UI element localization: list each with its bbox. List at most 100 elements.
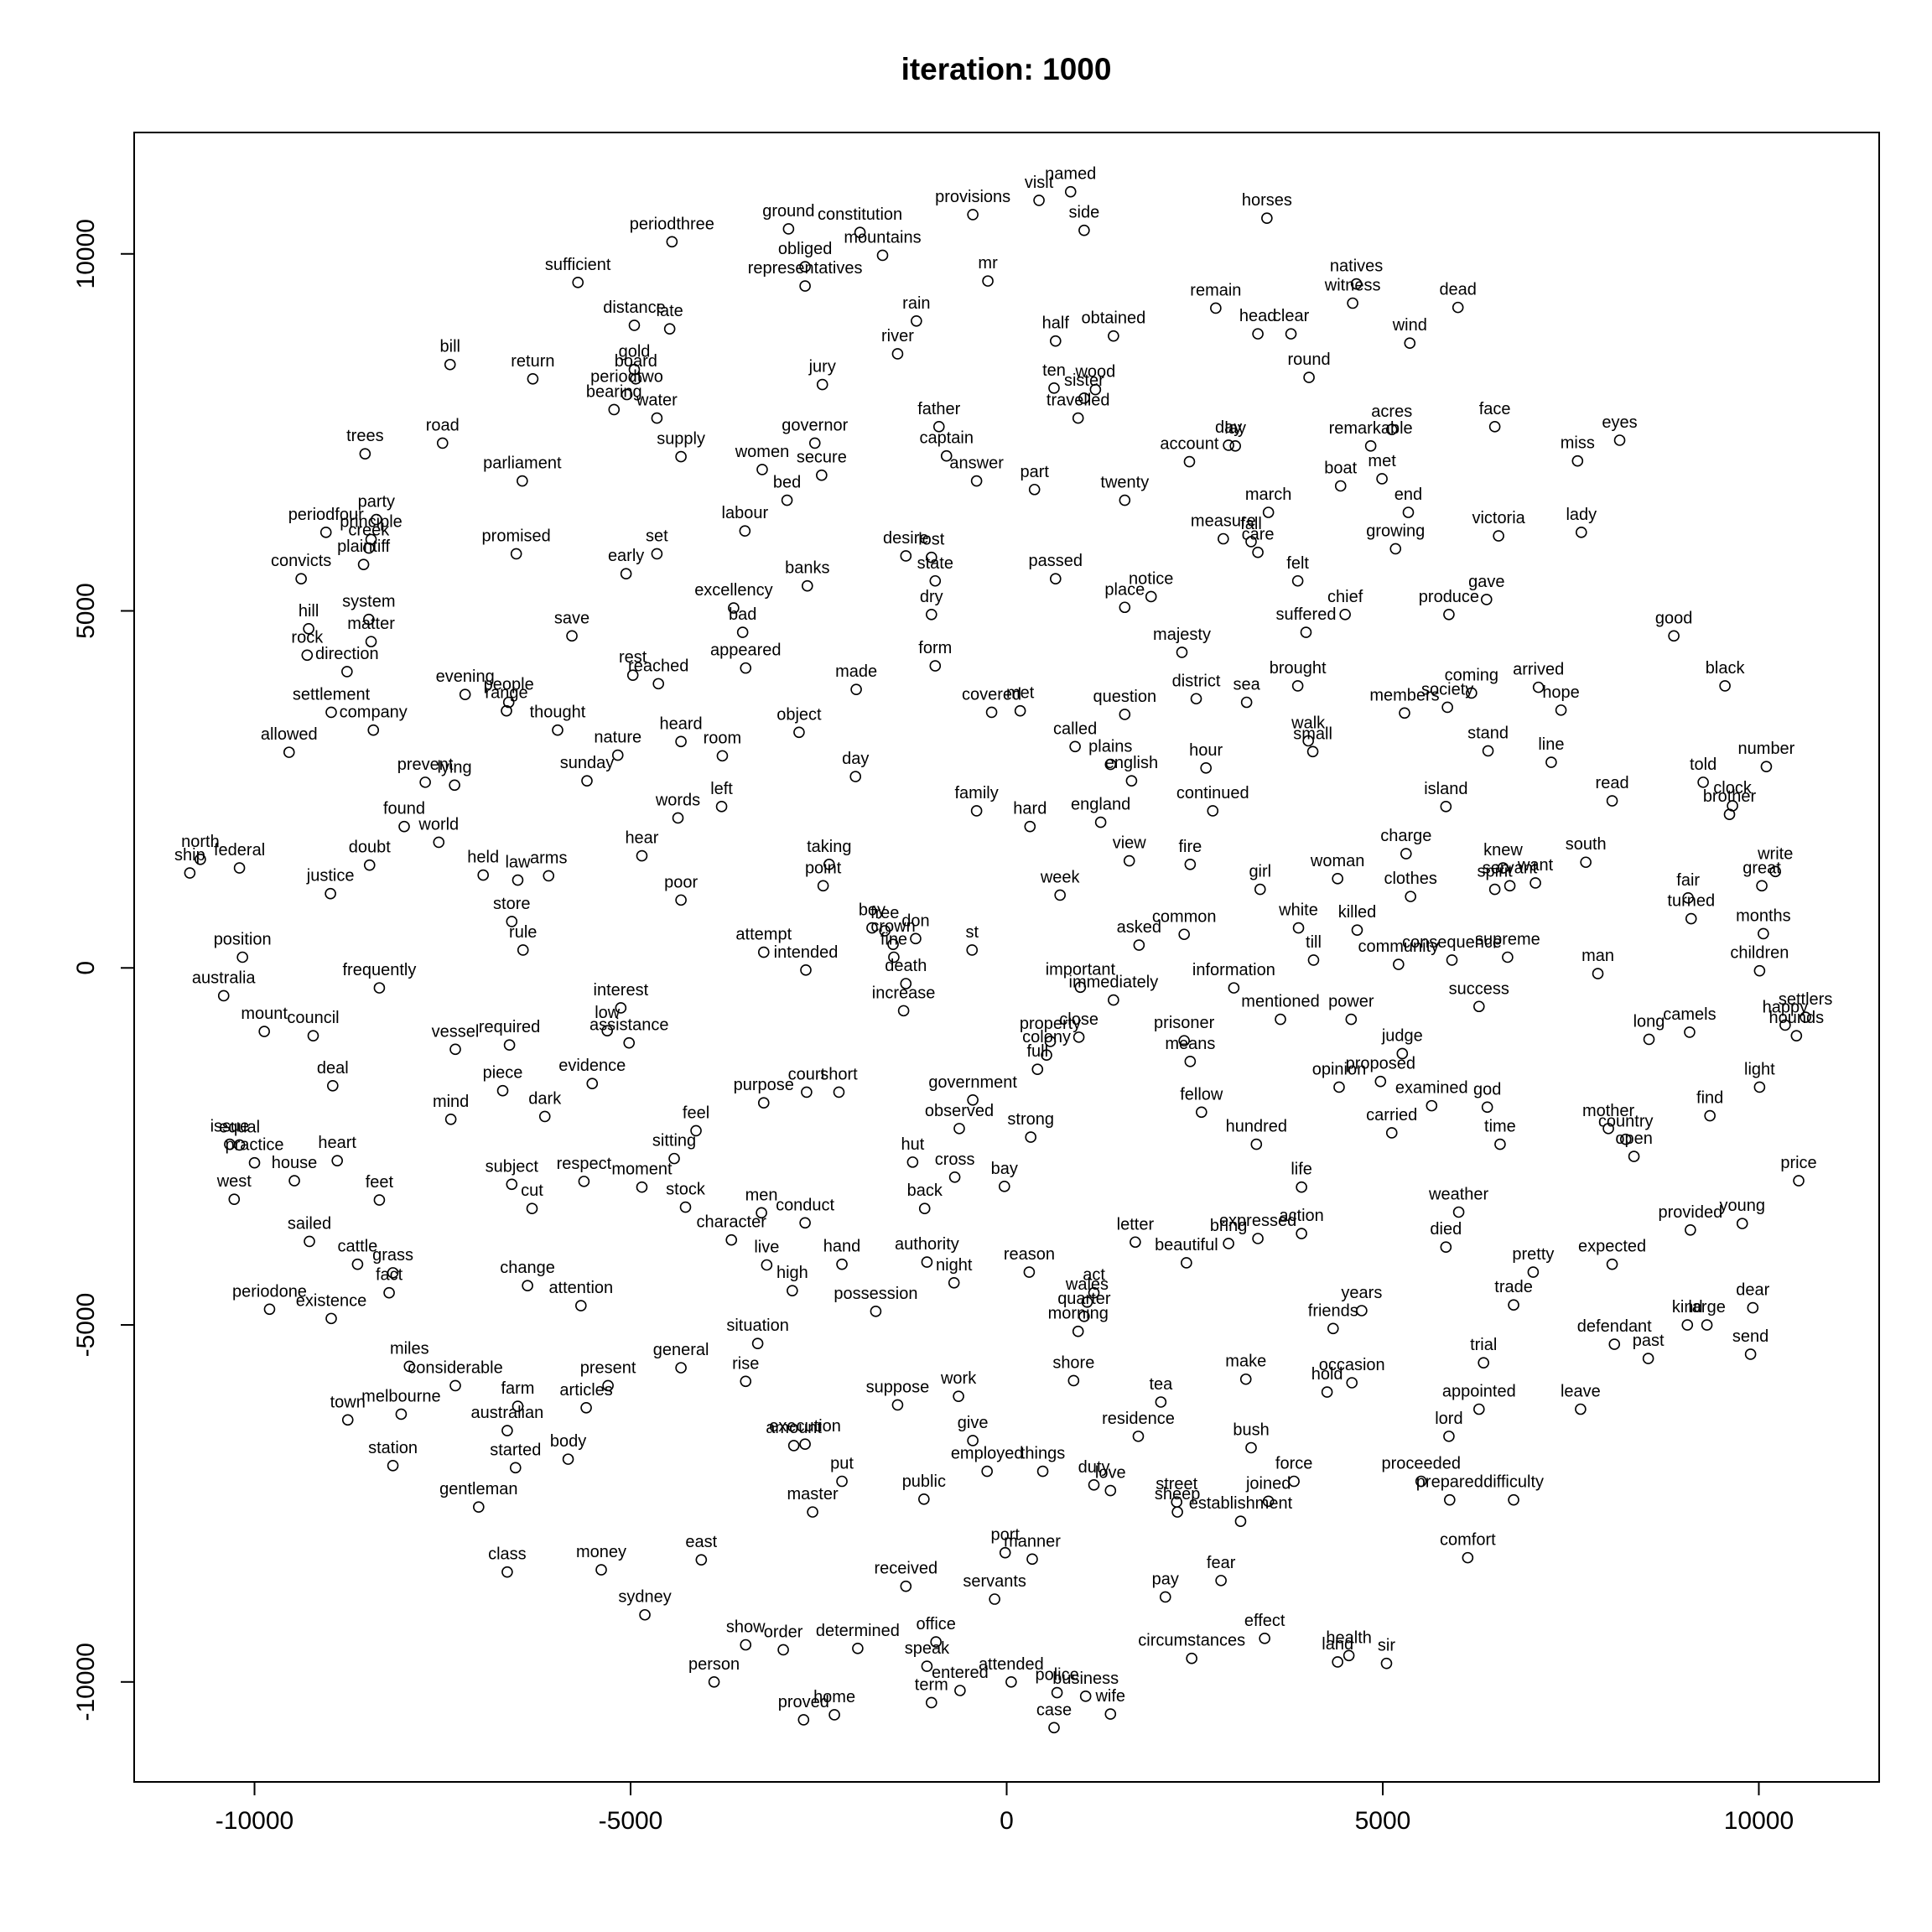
point-marker	[1480, 594, 1493, 605]
data-point: information	[1192, 961, 1275, 994]
point-label: wife	[1094, 1687, 1125, 1706]
point-marker	[725, 1233, 738, 1246]
point-label: secure	[797, 449, 847, 467]
data-point: matter	[347, 615, 395, 647]
point-label: made	[835, 662, 877, 681]
point-label: till	[1306, 933, 1322, 952]
point-marker	[932, 421, 945, 433]
point-label: girl	[1249, 863, 1271, 881]
point-marker	[833, 1086, 845, 1098]
point-marker	[1602, 1123, 1614, 1135]
point-marker	[527, 372, 539, 385]
data-point: distance	[603, 299, 666, 331]
point-label: articles	[559, 1381, 612, 1400]
point-marker	[325, 706, 337, 719]
point-marker	[1028, 483, 1041, 496]
point-label: sailed	[288, 1214, 331, 1233]
data-point: ship	[174, 846, 205, 879]
data-point: joined	[1245, 1474, 1291, 1508]
data-point: called	[1053, 719, 1097, 753]
point-marker	[1462, 1551, 1474, 1564]
data-point: wood	[1074, 363, 1115, 396]
point-label: principle	[340, 512, 402, 531]
point-label: show	[726, 1618, 766, 1637]
point-marker	[1606, 1258, 1618, 1270]
point-marker	[1345, 1013, 1358, 1026]
point-label: words	[655, 791, 700, 809]
point-marker	[1334, 480, 1347, 492]
point-label: trade	[1494, 1278, 1533, 1296]
point-marker	[948, 1276, 960, 1289]
data-point: change	[500, 1259, 555, 1291]
point-label: party	[358, 493, 395, 512]
point-label: clock	[1713, 779, 1753, 797]
point-label: clear	[1273, 307, 1310, 325]
data-point: high	[776, 1264, 808, 1296]
point-label: st	[965, 923, 979, 942]
point-marker	[387, 1267, 399, 1279]
point-label: residence	[1102, 1410, 1175, 1428]
point-marker	[512, 1400, 524, 1412]
point-marker	[1744, 1348, 1757, 1360]
data-point: rest	[619, 648, 647, 681]
data-point: immediately	[1069, 974, 1158, 1006]
point-marker	[1575, 1403, 1587, 1415]
point-label: don	[901, 911, 929, 930]
point-marker	[373, 1194, 386, 1206]
data-point: deal	[317, 1059, 349, 1092]
point-label: price	[1780, 1154, 1816, 1172]
y-tick-label: 0	[72, 961, 100, 975]
point-label: prevent	[397, 756, 454, 774]
point-label: mother	[1582, 1102, 1635, 1120]
data-point: desire	[883, 529, 929, 562]
point-label: board	[615, 352, 657, 371]
data-point: march	[1245, 486, 1291, 518]
point-marker	[797, 1714, 810, 1726]
point-marker	[1592, 968, 1604, 979]
point-label: frequently	[342, 961, 416, 979]
point-label: bill	[440, 338, 460, 356]
point-label: want	[1517, 856, 1554, 875]
point-marker	[1356, 1305, 1368, 1317]
data-point: bed	[773, 474, 801, 506]
point-marker	[1064, 185, 1077, 198]
point-label: people	[484, 676, 534, 694]
point-marker	[1005, 1675, 1017, 1688]
point-label: boat	[1324, 460, 1357, 478]
point-marker	[911, 314, 922, 327]
point-marker	[918, 1202, 931, 1215]
point-label: met	[1368, 452, 1396, 470]
point-marker	[1051, 1686, 1063, 1699]
data-point: cross	[935, 1150, 975, 1183]
data-point: law	[505, 854, 531, 886]
point-label: expected	[1578, 1238, 1646, 1256]
point-label: defendant	[1577, 1317, 1652, 1336]
point-marker	[1252, 546, 1264, 558]
data-point: leave	[1561, 1383, 1601, 1415]
point-marker	[1240, 696, 1253, 709]
point-marker	[1619, 1133, 1632, 1145]
point-marker	[1196, 1106, 1208, 1119]
point-marker	[1779, 1019, 1791, 1031]
point-marker	[1697, 776, 1709, 788]
data-point: required	[479, 1018, 540, 1052]
point-marker	[608, 403, 621, 416]
point-label: intended	[774, 943, 839, 962]
point-marker	[1769, 865, 1782, 878]
point-label: wales	[1065, 1275, 1109, 1294]
point-marker	[782, 223, 795, 235]
point-marker	[1555, 704, 1567, 716]
data-point: considerable	[408, 1358, 503, 1392]
point-label: character	[697, 1213, 767, 1232]
point-label: term	[915, 1675, 948, 1694]
point-label: send	[1732, 1327, 1768, 1346]
data-point: council	[287, 1009, 340, 1041]
point-label: sea	[1233, 676, 1261, 694]
point-marker	[1400, 848, 1412, 860]
point-marker	[1223, 1238, 1234, 1249]
point-label: low	[595, 1004, 621, 1022]
data-point: judge	[1381, 1026, 1423, 1060]
point-marker	[1385, 423, 1398, 436]
point-label: family	[955, 784, 999, 802]
